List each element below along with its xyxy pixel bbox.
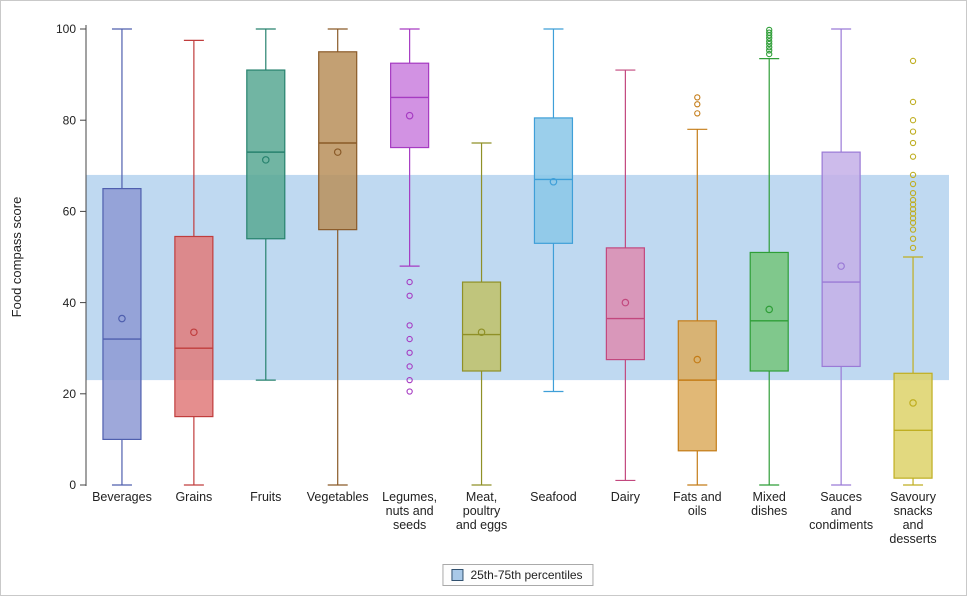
iqr-box [246, 69, 286, 240]
mean-marker [693, 355, 702, 364]
mean-marker [118, 314, 126, 323]
x-category-label: Vegetables [307, 490, 369, 504]
outlier-point [766, 40, 773, 48]
iqr-box [390, 62, 430, 149]
iqr-box [533, 117, 574, 244]
outlier-point [406, 292, 413, 299]
boxplot-dairy [605, 69, 645, 482]
mean-marker [909, 399, 917, 407]
mean-marker [549, 177, 558, 186]
outlier-point [406, 349, 413, 356]
mean-marker [837, 262, 845, 270]
boxplot-fats-oils [677, 94, 717, 486]
y-tick-label: 40 [63, 296, 77, 310]
outlier-point [909, 201, 917, 208]
iqr-box [102, 188, 142, 441]
boxplot-vegetables [318, 28, 358, 486]
outlier-point [406, 322, 413, 329]
iqr-box [605, 247, 645, 361]
boxplot-legumes-nuts-seeds [390, 28, 430, 395]
boxplot-seafood [533, 28, 574, 393]
percentile-band-swatch-icon [451, 569, 464, 581]
iqr-box [318, 51, 358, 231]
outlier-point [766, 29, 773, 36]
y-axis-label: Food compass score [9, 197, 24, 318]
x-category-label: Fats and oils [673, 490, 722, 518]
x-category-label: Beverages [92, 490, 152, 504]
legend-label: 25th-75th percentiles [470, 568, 583, 582]
x-category-label: Sauces and condiments [809, 490, 873, 532]
outlier-point [406, 278, 413, 286]
outlier-point [406, 335, 413, 343]
outlier-point [694, 94, 701, 101]
outlier-point [909, 57, 917, 65]
iqr-box [749, 251, 789, 372]
iqr-box [677, 320, 717, 452]
outlier-point [909, 98, 917, 106]
mean-marker [765, 305, 774, 314]
outlier-point [766, 50, 773, 58]
iqr-box [893, 372, 933, 479]
legend: 25th-75th percentiles [442, 564, 594, 586]
boxplot-mixed-dishes [749, 26, 789, 486]
outlier-point [909, 117, 917, 124]
outlier-point [909, 244, 917, 252]
outlier-point [909, 139, 917, 147]
outlier-point [766, 47, 773, 54]
outlier-point [694, 101, 701, 108]
x-category-label: Dairy [611, 490, 641, 504]
outlier-point [766, 26, 773, 34]
x-category-label: Legumes, nuts and seeds [382, 490, 437, 532]
y-tick-label: 60 [63, 205, 77, 219]
iqr-box [461, 281, 502, 372]
y-tick-label: 100 [56, 22, 76, 36]
iqr-box [821, 151, 861, 368]
outlier-point [909, 153, 917, 160]
boxplot-sauces-condiments [821, 28, 861, 486]
mean-marker [405, 111, 414, 120]
outlier-point [909, 219, 917, 226]
x-category-label: Meat, poultry and eggs [456, 490, 507, 532]
boxplot-grains [174, 39, 214, 486]
y-tick-label: 20 [63, 387, 77, 401]
outlier-point [909, 190, 917, 197]
outlier-point [909, 171, 917, 179]
y-tick-label: 80 [63, 113, 77, 127]
mean-marker [621, 298, 630, 307]
outlier-point [909, 180, 917, 188]
outlier-point [909, 210, 917, 217]
x-category-label: Grains [175, 490, 212, 504]
outlier-point [406, 363, 413, 370]
outlier-point [766, 38, 773, 45]
mean-marker [261, 156, 270, 164]
x-category-label: Seafood [530, 490, 577, 504]
percentile-band [86, 174, 949, 381]
y-tick-label: 0 [69, 478, 76, 492]
outlier-point [909, 196, 917, 204]
mean-marker [477, 328, 486, 337]
x-category-label: Savoury snacks and desserts [889, 490, 936, 546]
mean-marker [333, 148, 342, 156]
x-category-label: Mixed dishes [751, 490, 787, 518]
x-category-label: Fruits [250, 490, 281, 504]
outlier-point [406, 388, 413, 395]
outlier-point [909, 226, 917, 233]
boxplot-meat-poultry-eggs [461, 142, 502, 486]
outlier-point [766, 44, 773, 51]
boxplot-savoury-snacks-desserts [893, 57, 933, 486]
iqr-box [174, 235, 214, 418]
outlier-point [694, 110, 701, 117]
boxplot-fruits [246, 28, 286, 381]
boxplot-beverages [102, 28, 142, 486]
outlier-point [406, 376, 413, 384]
mean-marker [190, 328, 198, 337]
outlier-point [909, 235, 917, 242]
outlier-point [909, 215, 917, 222]
outlier-point [909, 128, 917, 135]
outlier-point [909, 205, 917, 213]
